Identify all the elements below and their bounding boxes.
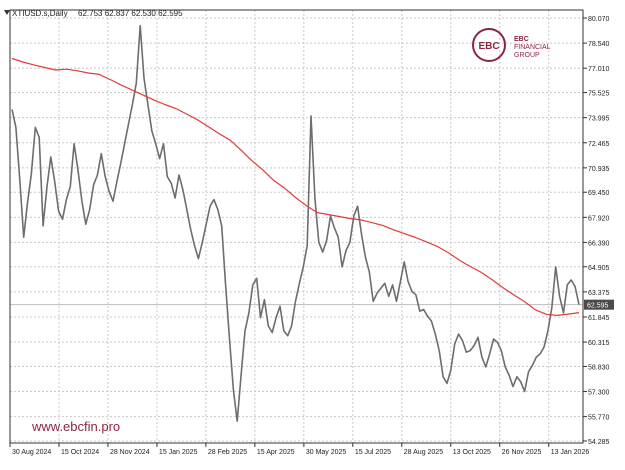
y-tick-label: 64.905 [588, 265, 610, 272]
ohlc-values: 62.753 62.837 62.530 62.595 [78, 9, 183, 18]
x-tick-label: 15 Jul 2025 [355, 449, 391, 456]
current-price-label: 62.595 [587, 303, 609, 310]
x-tick-label: 30 May 2025 [306, 449, 347, 456]
y-tick-label: 69.450 [588, 190, 610, 197]
y-tick-label: 70.935 [588, 166, 610, 173]
collapse-triangle-icon[interactable] [4, 10, 10, 15]
x-tick-label: 13 Oct 2025 [453, 449, 491, 456]
y-tick-label: 61.845 [588, 315, 610, 322]
y-tick-label: 60.315 [588, 340, 610, 347]
x-tick-label: 15 Jan 2025 [159, 449, 198, 456]
logo-text-financial: FINANCIAL [514, 44, 551, 51]
plot-border [9, 9, 584, 444]
x-tick-label: 13 Jan 2026 [551, 449, 590, 456]
y-tick-label: 55.770 [588, 415, 610, 422]
x-tick-label: 15 Apr 2025 [257, 449, 295, 456]
brand-logo: EBC EBC FINANCIAL GROUP [472, 28, 551, 62]
series-layer [11, 24, 580, 422]
y-axis: 80.070 78.540 77.010 75.525 73.995 72.465 70.9… [583, 16, 614, 446]
x-tick-label: 28 Aug 2025 [404, 449, 443, 456]
y-tick-label: 54.285 [588, 439, 610, 446]
y-tick-label: 57.300 [588, 390, 610, 397]
price-series-line [11, 24, 580, 422]
x-tick-label: 28 Feb 2025 [208, 449, 247, 456]
website-watermark: www.ebcfin.pro [31, 419, 120, 434]
x-tick-label: 28 Nov 2024 [110, 449, 150, 456]
x-tick-label: 30 Aug 2024 [12, 449, 51, 456]
plot-frame [9, 9, 584, 444]
logo-text-group: GROUP [514, 52, 540, 59]
x-tick-label: 26 Nov 2025 [502, 449, 542, 456]
logo-text-ebc: EBC [514, 36, 529, 43]
y-tick-label: 67.920 [588, 215, 610, 222]
y-tick-label: 77.010 [588, 66, 610, 73]
chart-header: XTIUSD.s,Daily 62.753 62.837 62.530 62.5… [4, 9, 183, 18]
x-tick-label: 15 Oct 2024 [61, 449, 99, 456]
logo-circle [472, 28, 506, 62]
logo-monogram: EBC [478, 41, 499, 52]
x-axis: 30 Aug 2024 15 Oct 2024 28 Nov 2024 15 Jan … [9, 443, 590, 456]
symbol-label: XTIUSD.s,Daily [12, 9, 68, 18]
y-tick-label: 58.830 [588, 364, 610, 371]
y-tick-label: 75.525 [588, 91, 610, 98]
y-tick-label: 63.375 [588, 290, 610, 297]
moving-average-line [11, 57, 580, 316]
y-tick-label: 73.995 [588, 116, 610, 123]
y-tick-label: 80.070 [588, 16, 610, 23]
y-tick-label: 66.390 [588, 240, 610, 247]
current-price-tag [584, 299, 614, 310]
y-tick-label: 78.540 [588, 41, 610, 48]
y-tick-label: 72.465 [588, 141, 610, 148]
